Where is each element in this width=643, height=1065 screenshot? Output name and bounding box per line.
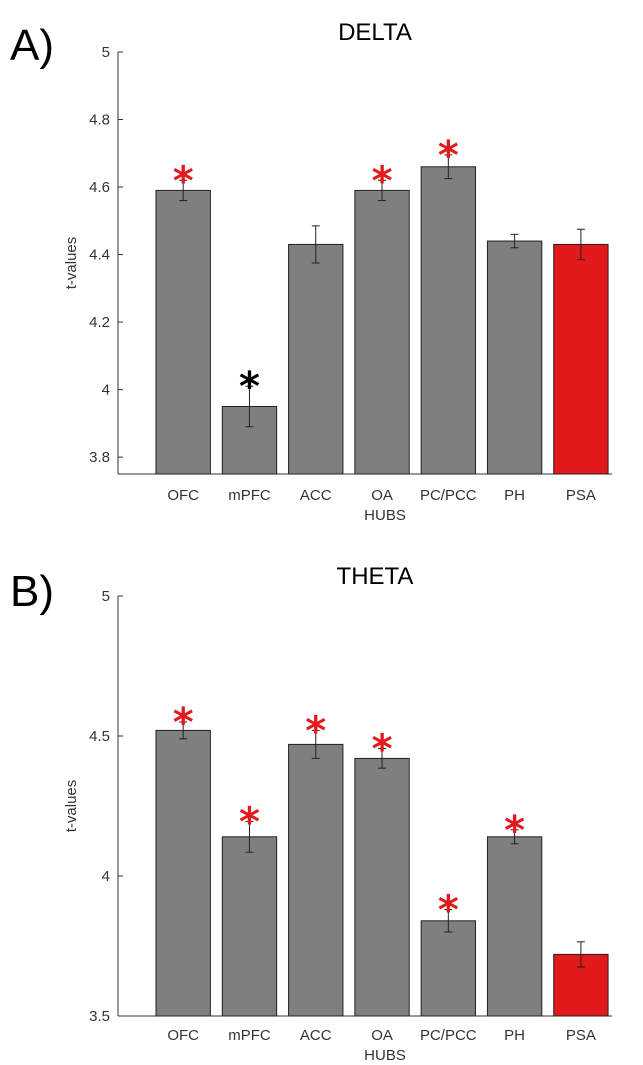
y-tick-label: 5 bbox=[102, 44, 110, 61]
x-tick-label: ACC bbox=[300, 1027, 332, 1044]
chart-panel-theta: B) THETA 3.5 4 4.5 5 t-values * OFC * mPFC * ACC * OA *… bbox=[10, 563, 612, 1064]
x-tick-label: OFC bbox=[167, 487, 199, 504]
y-tick-label: 3.5 bbox=[89, 1008, 110, 1025]
bar-acc bbox=[288, 243, 344, 475]
bar-ofc bbox=[155, 189, 211, 475]
significance-star: * bbox=[372, 158, 393, 204]
y-tick-label: 4.5 bbox=[89, 728, 110, 745]
x-tick-label: PC/PCC bbox=[420, 487, 477, 504]
x-tick-label: OA bbox=[371, 487, 393, 504]
bar-pcpcc bbox=[420, 920, 476, 1017]
bar-psa bbox=[553, 243, 609, 475]
bar-ph bbox=[486, 836, 543, 1017]
bar-oa bbox=[354, 757, 410, 1017]
x-tick-label: OFC bbox=[167, 1027, 199, 1044]
x-tick-label: PSA bbox=[566, 1027, 596, 1044]
chart-title: THETA bbox=[337, 563, 414, 590]
y-tick-label: 4 bbox=[102, 868, 110, 885]
y-tick-label: 4.8 bbox=[89, 112, 110, 129]
significance-star: * bbox=[438, 888, 459, 934]
bar-mpfc bbox=[221, 836, 278, 1017]
y-axis-label: t-values bbox=[63, 237, 80, 290]
x-tick-label: PH bbox=[504, 487, 525, 504]
significance-star: * bbox=[239, 364, 260, 410]
chart-title: DELTA bbox=[338, 19, 412, 46]
y-tick-label: 5 bbox=[102, 588, 110, 605]
x-tick-label: mPFC bbox=[228, 487, 271, 504]
significance-star: * bbox=[372, 727, 393, 773]
y-tick-label: 4.2 bbox=[89, 314, 110, 331]
y-tick-label: 4.6 bbox=[89, 179, 110, 196]
bar-pcpcc bbox=[420, 166, 476, 475]
bar-oa bbox=[354, 189, 410, 475]
panel-label: A) bbox=[10, 21, 54, 70]
significance-star: * bbox=[504, 808, 525, 854]
y-axis-label: t-values bbox=[63, 780, 80, 833]
significance-star: * bbox=[438, 133, 459, 179]
bar-acc bbox=[288, 743, 344, 1017]
significance-star: * bbox=[173, 700, 194, 746]
bar-ofc bbox=[155, 729, 211, 1017]
significance-star: * bbox=[173, 158, 194, 204]
x-tick-label: OA bbox=[371, 1027, 393, 1044]
y-tick-label: 4 bbox=[102, 382, 110, 399]
x-tick-label: ACC bbox=[300, 487, 332, 504]
x-tick-label: mPFC bbox=[228, 1027, 271, 1044]
panel-label: B) bbox=[10, 567, 54, 616]
y-tick-label: 4.4 bbox=[89, 247, 110, 264]
x-axis-label: HUBS bbox=[364, 1047, 406, 1064]
chart-panel-delta: A) DELTA 3.8 4 4.2 4.4 4.6 4.8 5 t-values * OFC * mPF… bbox=[10, 19, 612, 524]
bar-ph bbox=[486, 240, 543, 475]
x-tick-label: PC/PCC bbox=[420, 1027, 477, 1044]
significance-star: * bbox=[239, 799, 260, 845]
significance-star: * bbox=[305, 708, 326, 754]
x-tick-label: PH bbox=[504, 1027, 525, 1044]
x-tick-label: PSA bbox=[566, 487, 596, 504]
y-tick-label: 3.8 bbox=[89, 449, 110, 466]
x-axis-label: HUBS bbox=[364, 507, 406, 524]
